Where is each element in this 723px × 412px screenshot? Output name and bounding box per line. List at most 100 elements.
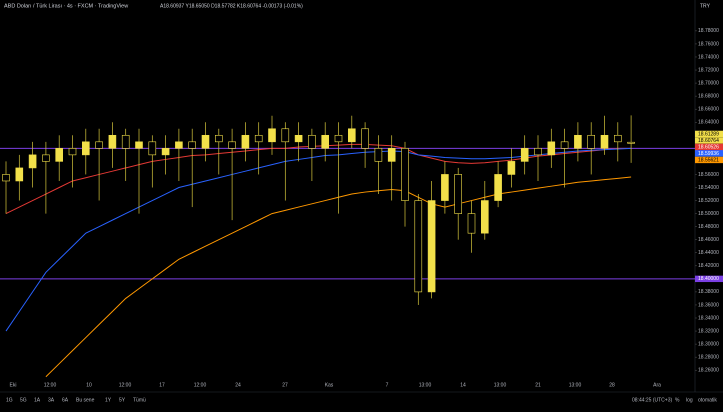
candle-body — [613, 134, 622, 143]
x-tick-label: 24 — [235, 382, 241, 388]
candle-body — [547, 141, 556, 156]
price-badge-label: 18.60764 — [698, 138, 719, 144]
price-badge — [695, 130, 723, 138]
candle-body — [161, 148, 170, 156]
y-tick-label: 18.26000 — [698, 368, 719, 374]
candle-body — [387, 148, 396, 162]
candle-body — [627, 141, 635, 144]
candle-body — [175, 141, 183, 149]
candle-body — [268, 128, 276, 143]
candle-body — [55, 148, 64, 162]
y-tick-label: 18.56000 — [698, 172, 719, 178]
range-button[interactable]: 6A — [62, 397, 69, 403]
candle-body — [294, 134, 303, 143]
range-button[interactable]: Bu sene — [76, 397, 95, 403]
candle-body — [42, 154, 50, 162]
x-tick-label: 12:00 — [119, 382, 132, 388]
candle-body — [534, 148, 542, 156]
x-tick-label: 14 — [460, 382, 466, 388]
range-button[interactable]: 5G — [20, 397, 27, 403]
candle-body — [414, 200, 423, 293]
level-badge — [695, 275, 723, 283]
candle-body — [281, 128, 290, 143]
price-badge — [695, 156, 723, 164]
y-tick-label: 18.44000 — [698, 250, 719, 256]
candle-body — [574, 134, 582, 149]
range-button[interactable]: 1A — [34, 397, 41, 403]
x-tick-label: Ara — [653, 382, 661, 388]
y-tick-label: 18.38000 — [698, 289, 719, 295]
candle-body — [494, 174, 502, 201]
y-tick-label: 18.76000 — [698, 41, 719, 47]
candle-body — [480, 200, 489, 234]
x-tick-label: 13:00 — [419, 382, 432, 388]
candle-body — [135, 141, 143, 149]
candle-body — [321, 134, 330, 149]
y-tick-label: 18.46000 — [698, 237, 719, 243]
range-button[interactable]: 5Y — [119, 397, 126, 403]
candle-body — [2, 174, 10, 182]
candle-body — [600, 134, 609, 149]
price-badge — [695, 143, 723, 151]
x-tick-label: 10 — [86, 382, 92, 388]
y-tick-label: 18.34000 — [698, 315, 719, 321]
candle-body — [347, 128, 356, 143]
candle-body — [241, 134, 250, 149]
candle-body — [308, 134, 316, 149]
price-badge — [695, 150, 723, 157]
range-button[interactable]: Tümü — [133, 397, 146, 403]
candle-body — [467, 213, 476, 234]
candle-body — [401, 148, 409, 201]
candle-body — [15, 167, 24, 182]
candle-body — [361, 128, 369, 149]
y-tick-label: 18.78000 — [698, 28, 719, 34]
clock: 08:44:25 (UTC+3) — [632, 397, 672, 403]
y-tick-label: 18.52000 — [698, 198, 719, 204]
candle-body — [334, 134, 343, 143]
candle-body — [587, 134, 596, 149]
currency[interactable]: TRY — [700, 3, 711, 9]
candle-body — [95, 141, 103, 149]
candle-body — [228, 141, 236, 149]
ohlc-legend: A18.60937 Y18.65050 D18.57782 K18.60764 … — [160, 3, 303, 9]
candle-body — [188, 141, 196, 149]
candle-body — [427, 200, 436, 293]
candle-body — [28, 154, 37, 169]
y-tick-label: 18.32000 — [698, 328, 719, 334]
candle-body — [254, 134, 263, 143]
x-tick-label: 12:00 — [44, 382, 57, 388]
x-tick-label: 27 — [282, 382, 288, 388]
range-button[interactable]: 1Y — [105, 397, 112, 403]
x-tick-label: 21 — [535, 382, 541, 388]
candle-body — [108, 134, 117, 149]
candle-body — [560, 141, 569, 149]
y-tick-label: 18.70000 — [698, 80, 719, 86]
candle-body — [201, 134, 210, 149]
y-tick-label: 18.54000 — [698, 185, 719, 191]
x-tick-label: Kas — [325, 382, 334, 388]
x-tick-label: 17 — [159, 382, 165, 388]
auto-toggle[interactable]: otomatik — [698, 397, 717, 403]
y-tick-label: 18.64000 — [698, 120, 719, 126]
log-toggle[interactable]: log — [686, 397, 693, 403]
y-tick-label: 18.30000 — [698, 341, 719, 347]
range-button[interactable]: 3A — [48, 397, 55, 403]
x-tick-label: 13:00 — [569, 382, 582, 388]
level-label: 18.40000 — [698, 276, 719, 282]
y-tick-label: 18.42000 — [698, 263, 719, 269]
candle-body — [454, 174, 463, 214]
y-tick-label: 18.50000 — [698, 211, 719, 217]
y-tick-label: 18.48000 — [698, 224, 719, 230]
candle-body — [82, 141, 90, 156]
y-tick-label: 18.28000 — [698, 354, 719, 360]
candle-body — [507, 161, 516, 175]
y-tick-label: 18.36000 — [698, 302, 719, 308]
percent-toggle[interactable]: % — [675, 397, 680, 403]
x-tick-label: 28 — [609, 382, 615, 388]
price-badge — [695, 137, 723, 144]
price-badge-label: 18.61289 — [698, 131, 719, 137]
candle-body — [374, 148, 383, 162]
range-button[interactable]: 1G — [6, 397, 13, 403]
